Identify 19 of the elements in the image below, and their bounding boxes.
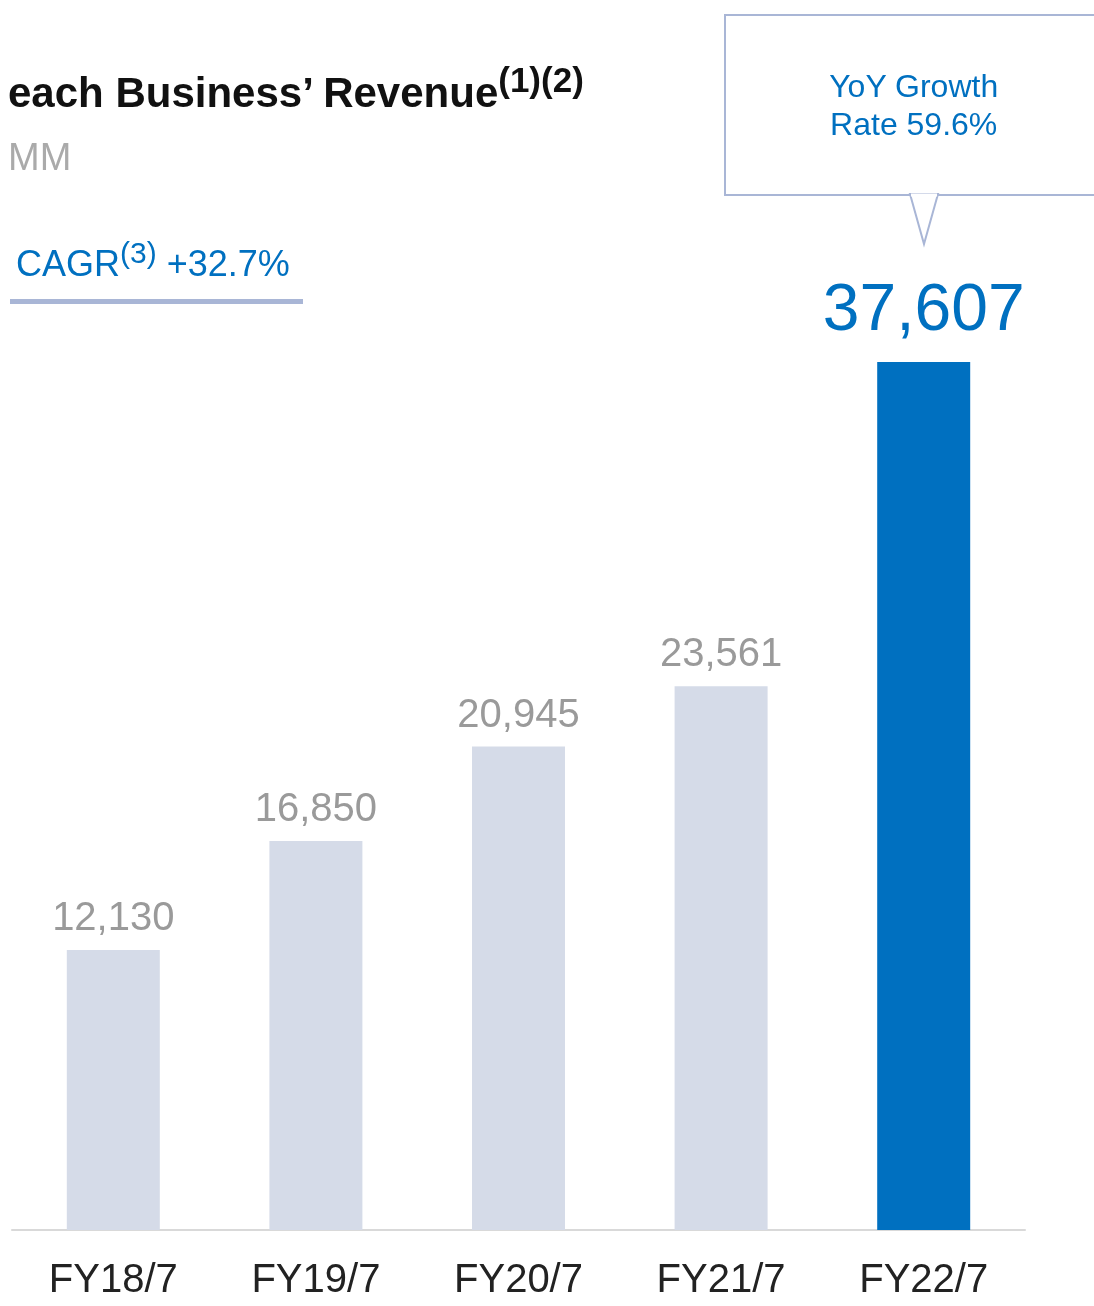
data-label: 37,607	[822, 270, 1025, 344]
bar	[877, 362, 971, 1230]
data-label: 23,561	[659, 630, 783, 675]
data-label: 12,130	[52, 894, 175, 939]
text: CAGR$^{(3)}$ +32.7%	[10, 236, 303, 304]
bar	[674, 686, 768, 1230]
x-tick-label: FY21/7	[656, 1256, 786, 1300]
bar	[472, 746, 565, 1230]
chart-subtitle: MM	[8, 136, 72, 179]
bar	[66, 950, 160, 1230]
data-label: 20,945	[457, 690, 580, 735]
callout-box: YoY Growth Rate 59.6%	[723, 14, 1094, 196]
x-tick-label: FY18/7	[48, 1256, 178, 1300]
x-tick-label: FY22/7	[859, 1256, 989, 1300]
bar	[269, 841, 363, 1230]
x-tick-label: FY19/7	[251, 1256, 381, 1300]
x-tick-label: FY20/7	[454, 1256, 583, 1300]
chart-title: each Business’ Revenue$^{(1)(2)}$	[8, 60, 584, 117]
data-label: 16,850	[254, 785, 378, 830]
